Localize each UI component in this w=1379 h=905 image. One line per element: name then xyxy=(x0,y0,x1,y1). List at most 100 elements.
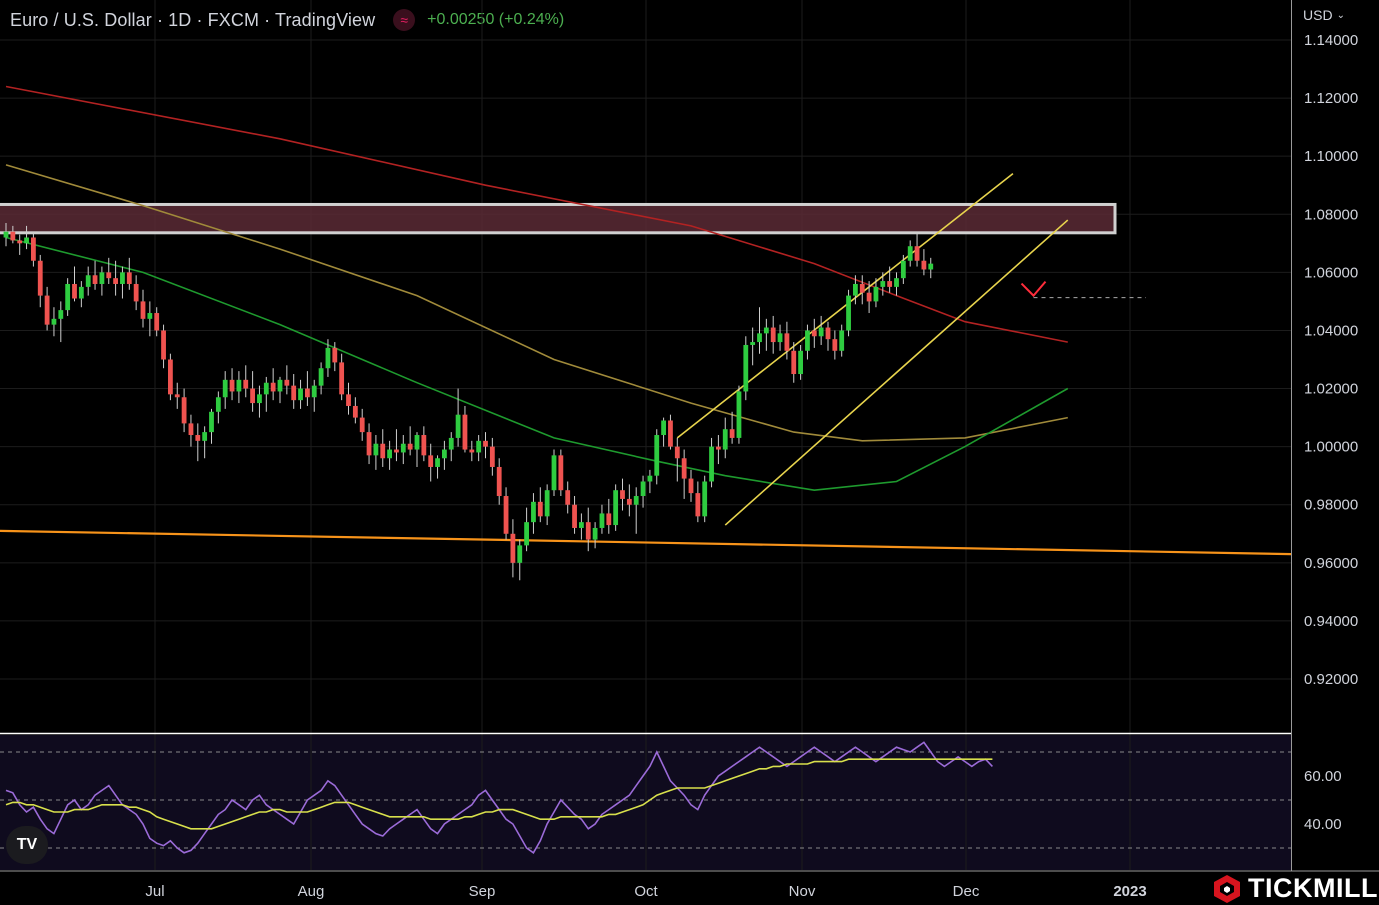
currency-selector[interactable]: USD ⌄ xyxy=(1303,7,1345,23)
candle-body xyxy=(120,272,125,284)
moving-average-line xyxy=(5,164,1068,442)
time-tick-label: Aug xyxy=(298,883,325,900)
candle-body xyxy=(846,295,851,331)
price-tick-label: 1.06000 xyxy=(1304,264,1358,281)
moving-average-line xyxy=(5,85,1068,343)
wave-icon[interactable]: ≈ xyxy=(393,9,416,31)
candle-body xyxy=(805,330,810,351)
candle-body xyxy=(914,246,920,261)
candle-body xyxy=(414,435,420,450)
time-tick-label: Oct xyxy=(634,883,658,900)
candle-body xyxy=(455,414,461,438)
candle-body xyxy=(346,394,351,406)
candle-body xyxy=(407,443,413,450)
rsi-tick-label: 40.00 xyxy=(1304,816,1342,833)
candle-body xyxy=(483,440,488,447)
candle-body xyxy=(825,327,831,340)
candle-body xyxy=(51,318,57,325)
candle-body xyxy=(284,379,290,386)
price-tick-label: 1.00000 xyxy=(1304,439,1358,456)
tradingview-logo-icon[interactable]: TV xyxy=(6,826,48,864)
candle-body xyxy=(222,379,228,398)
rsi-tick-label: 60.00 xyxy=(1304,768,1342,785)
channel-line-lower xyxy=(724,219,1069,526)
candle-body xyxy=(229,379,235,392)
candle-body xyxy=(428,455,434,467)
candle-body xyxy=(195,435,201,441)
candle-body xyxy=(640,481,646,497)
candle-body xyxy=(250,388,255,404)
candle-body xyxy=(3,231,9,238)
candle-body xyxy=(236,379,242,392)
candle-body xyxy=(188,423,194,436)
currency-label: USD xyxy=(1303,7,1333,23)
candle-body xyxy=(681,458,687,479)
candle-body xyxy=(853,283,858,296)
candle-body xyxy=(17,240,23,244)
candle-body xyxy=(654,435,660,476)
candle-body xyxy=(421,435,427,456)
candle-body xyxy=(928,263,934,270)
candle-body xyxy=(44,295,50,325)
candle-body xyxy=(387,449,392,459)
candle-body xyxy=(305,388,310,398)
price-tick-label: 1.02000 xyxy=(1304,381,1358,398)
candle-body xyxy=(37,260,43,296)
candle-body xyxy=(606,513,612,526)
candle-body xyxy=(380,443,386,459)
candle-body xyxy=(894,278,899,287)
chart-header: Euro / U.S. Dollar · 1D · FXCM · Trading… xyxy=(10,8,564,32)
candle-body xyxy=(702,481,708,517)
symbol-title[interactable]: Euro / U.S. Dollar · 1D · FXCM · Trading… xyxy=(10,9,376,30)
candle-body xyxy=(757,333,762,343)
candle-body xyxy=(202,432,208,441)
candle-body xyxy=(298,388,303,401)
candle-body xyxy=(585,522,591,540)
candle-body xyxy=(154,313,160,331)
candle-body xyxy=(633,496,639,505)
candle-body xyxy=(277,379,283,392)
brand-logo: TICKMILL xyxy=(1212,872,1378,905)
candle-body xyxy=(661,420,666,436)
candle-body xyxy=(92,275,98,284)
candle-body xyxy=(647,475,653,482)
time-tick-label: 2023 xyxy=(1113,883,1146,900)
price-tick-label: 1.10000 xyxy=(1304,148,1358,165)
candle-body xyxy=(531,501,536,523)
candle-body xyxy=(626,498,632,505)
candle-body xyxy=(859,283,865,293)
candle-body xyxy=(791,350,797,375)
candle-body xyxy=(359,417,365,433)
candle-body xyxy=(503,496,509,534)
candle-body xyxy=(373,443,379,456)
candle-body xyxy=(106,272,112,279)
candle-body xyxy=(736,391,742,438)
candle-body xyxy=(517,545,523,563)
price-change: +0.00250 (+0.24%) xyxy=(427,11,565,28)
time-tick-label: Jul xyxy=(145,883,164,900)
candle-body xyxy=(257,394,262,404)
brand-name: TICKMILL xyxy=(1248,873,1378,903)
candle-body xyxy=(72,283,77,299)
candle-body xyxy=(900,260,906,279)
brand-mark-icon xyxy=(1214,874,1240,903)
candle-body xyxy=(599,513,605,528)
candle-body xyxy=(873,286,879,302)
candle-body xyxy=(161,330,166,360)
candle-body xyxy=(565,490,571,505)
candle-body xyxy=(572,504,577,528)
candle-body xyxy=(442,449,447,459)
candle-body xyxy=(887,281,893,287)
candle-body xyxy=(113,278,118,284)
candle-body xyxy=(839,330,845,351)
candle-body xyxy=(750,342,756,345)
candle-body xyxy=(31,237,36,261)
candle-body xyxy=(78,286,84,299)
time-tick-label: Nov xyxy=(789,883,816,900)
candle-body xyxy=(126,272,132,284)
price-tick-label: 1.12000 xyxy=(1304,90,1358,107)
candle-body xyxy=(489,446,495,467)
candle-body xyxy=(668,420,673,447)
candle-body xyxy=(140,301,146,319)
